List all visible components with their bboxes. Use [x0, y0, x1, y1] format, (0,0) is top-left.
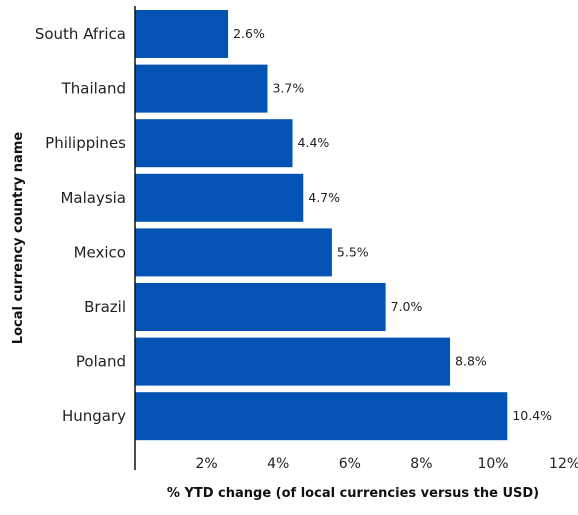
category-label-philippines: Philippines — [45, 134, 126, 152]
x-tick-label-6: 6% — [339, 456, 361, 472]
x-tick-label-10: 10% — [477, 456, 508, 472]
category-label-brazil: Brazil — [84, 298, 126, 316]
data-label-brazil: 7.0% — [391, 299, 423, 314]
category-label-hungary: Hungary — [62, 407, 126, 425]
x-tick-label-8: 8% — [410, 456, 432, 472]
bar-philippines — [135, 119, 293, 168]
bar-brazil — [135, 283, 386, 331]
y-axis-title: Local currency country name — [11, 132, 26, 345]
bar-thailand — [135, 64, 268, 113]
category-label-mexico: Mexico — [74, 243, 126, 261]
bar-south-africa — [135, 10, 229, 58]
data-label-south-africa: 2.6% — [233, 26, 265, 41]
category-labels-group: South Africa Thailand Philippines Malaysia M… — [35, 25, 126, 425]
x-tick-label-12: 12% — [549, 456, 578, 472]
x-tick-label-4: 4% — [267, 456, 289, 472]
bar-malaysia — [135, 173, 304, 222]
data-label-malaysia: 4.7% — [308, 190, 340, 205]
x-axis-title: % YTD change (of local currencies versus… — [167, 486, 539, 501]
bar-poland — [135, 337, 451, 386]
data-label-poland: 8.8% — [455, 354, 487, 369]
data-label-philippines: 4.4% — [298, 135, 330, 150]
x-tick-label-2: 2% — [195, 456, 217, 472]
data-labels-group: 2.6% 3.7% 4.4% 4.7% 5.5% 7.0% 8.8% 10.4% — [233, 26, 552, 423]
category-label-south-africa: South Africa — [35, 25, 126, 43]
category-label-malaysia: Malaysia — [60, 189, 126, 207]
data-label-mexico: 5.5% — [337, 244, 369, 259]
category-label-poland: Poland — [76, 353, 126, 371]
data-label-thailand: 3.7% — [272, 81, 304, 96]
x-tick-labels-group: 2% 4% 6% 8% 10% 12% — [195, 456, 578, 472]
bars-group — [135, 10, 508, 441]
bar-mexico — [135, 228, 332, 277]
data-label-hungary: 10.4% — [512, 408, 552, 423]
bar-hungary — [135, 392, 508, 441]
category-label-thailand: Thailand — [61, 80, 126, 98]
